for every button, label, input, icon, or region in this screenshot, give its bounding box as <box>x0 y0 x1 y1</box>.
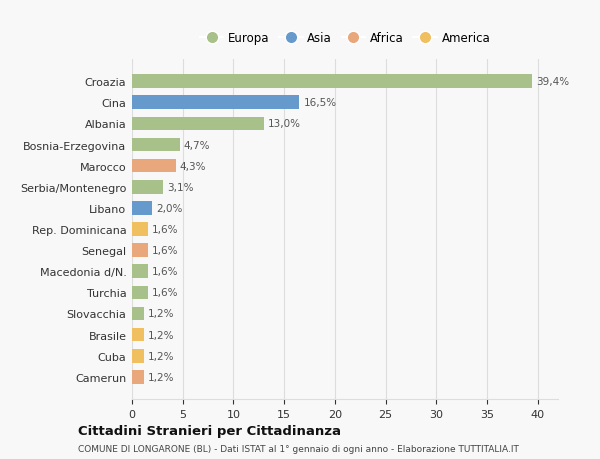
Text: Cittadini Stranieri per Cittadinanza: Cittadini Stranieri per Cittadinanza <box>78 424 341 437</box>
Bar <box>132 328 144 342</box>
Text: 16,5%: 16,5% <box>304 98 337 108</box>
Text: 1,6%: 1,6% <box>152 288 179 298</box>
Text: 4,3%: 4,3% <box>179 161 206 171</box>
Bar <box>132 307 144 321</box>
Text: 1,6%: 1,6% <box>152 246 179 256</box>
Text: 1,6%: 1,6% <box>152 224 179 235</box>
Bar <box>132 223 148 236</box>
Text: 13,0%: 13,0% <box>268 119 301 129</box>
Text: 1,2%: 1,2% <box>148 309 175 319</box>
Bar <box>132 286 148 300</box>
Text: 1,6%: 1,6% <box>152 267 179 277</box>
Text: 4,7%: 4,7% <box>184 140 210 150</box>
Bar <box>132 202 152 215</box>
Bar <box>132 138 179 152</box>
Text: COMUNE DI LONGARONE (BL) - Dati ISTAT al 1° gennaio di ogni anno - Elaborazione : COMUNE DI LONGARONE (BL) - Dati ISTAT al… <box>78 444 519 453</box>
Bar <box>132 349 144 363</box>
Text: 1,2%: 1,2% <box>148 351 175 361</box>
Legend: Europa, Asia, Africa, America: Europa, Asia, Africa, America <box>196 28 494 48</box>
Bar <box>132 265 148 279</box>
Text: 1,2%: 1,2% <box>148 372 175 382</box>
Bar <box>132 96 299 110</box>
Text: 2,0%: 2,0% <box>157 203 183 213</box>
Bar <box>132 159 176 173</box>
Bar <box>132 370 144 384</box>
Bar <box>132 244 148 257</box>
Text: 3,1%: 3,1% <box>167 182 194 192</box>
Bar <box>132 75 532 89</box>
Text: 39,4%: 39,4% <box>536 77 569 87</box>
Bar <box>132 117 264 131</box>
Bar <box>132 180 163 194</box>
Text: 1,2%: 1,2% <box>148 330 175 340</box>
